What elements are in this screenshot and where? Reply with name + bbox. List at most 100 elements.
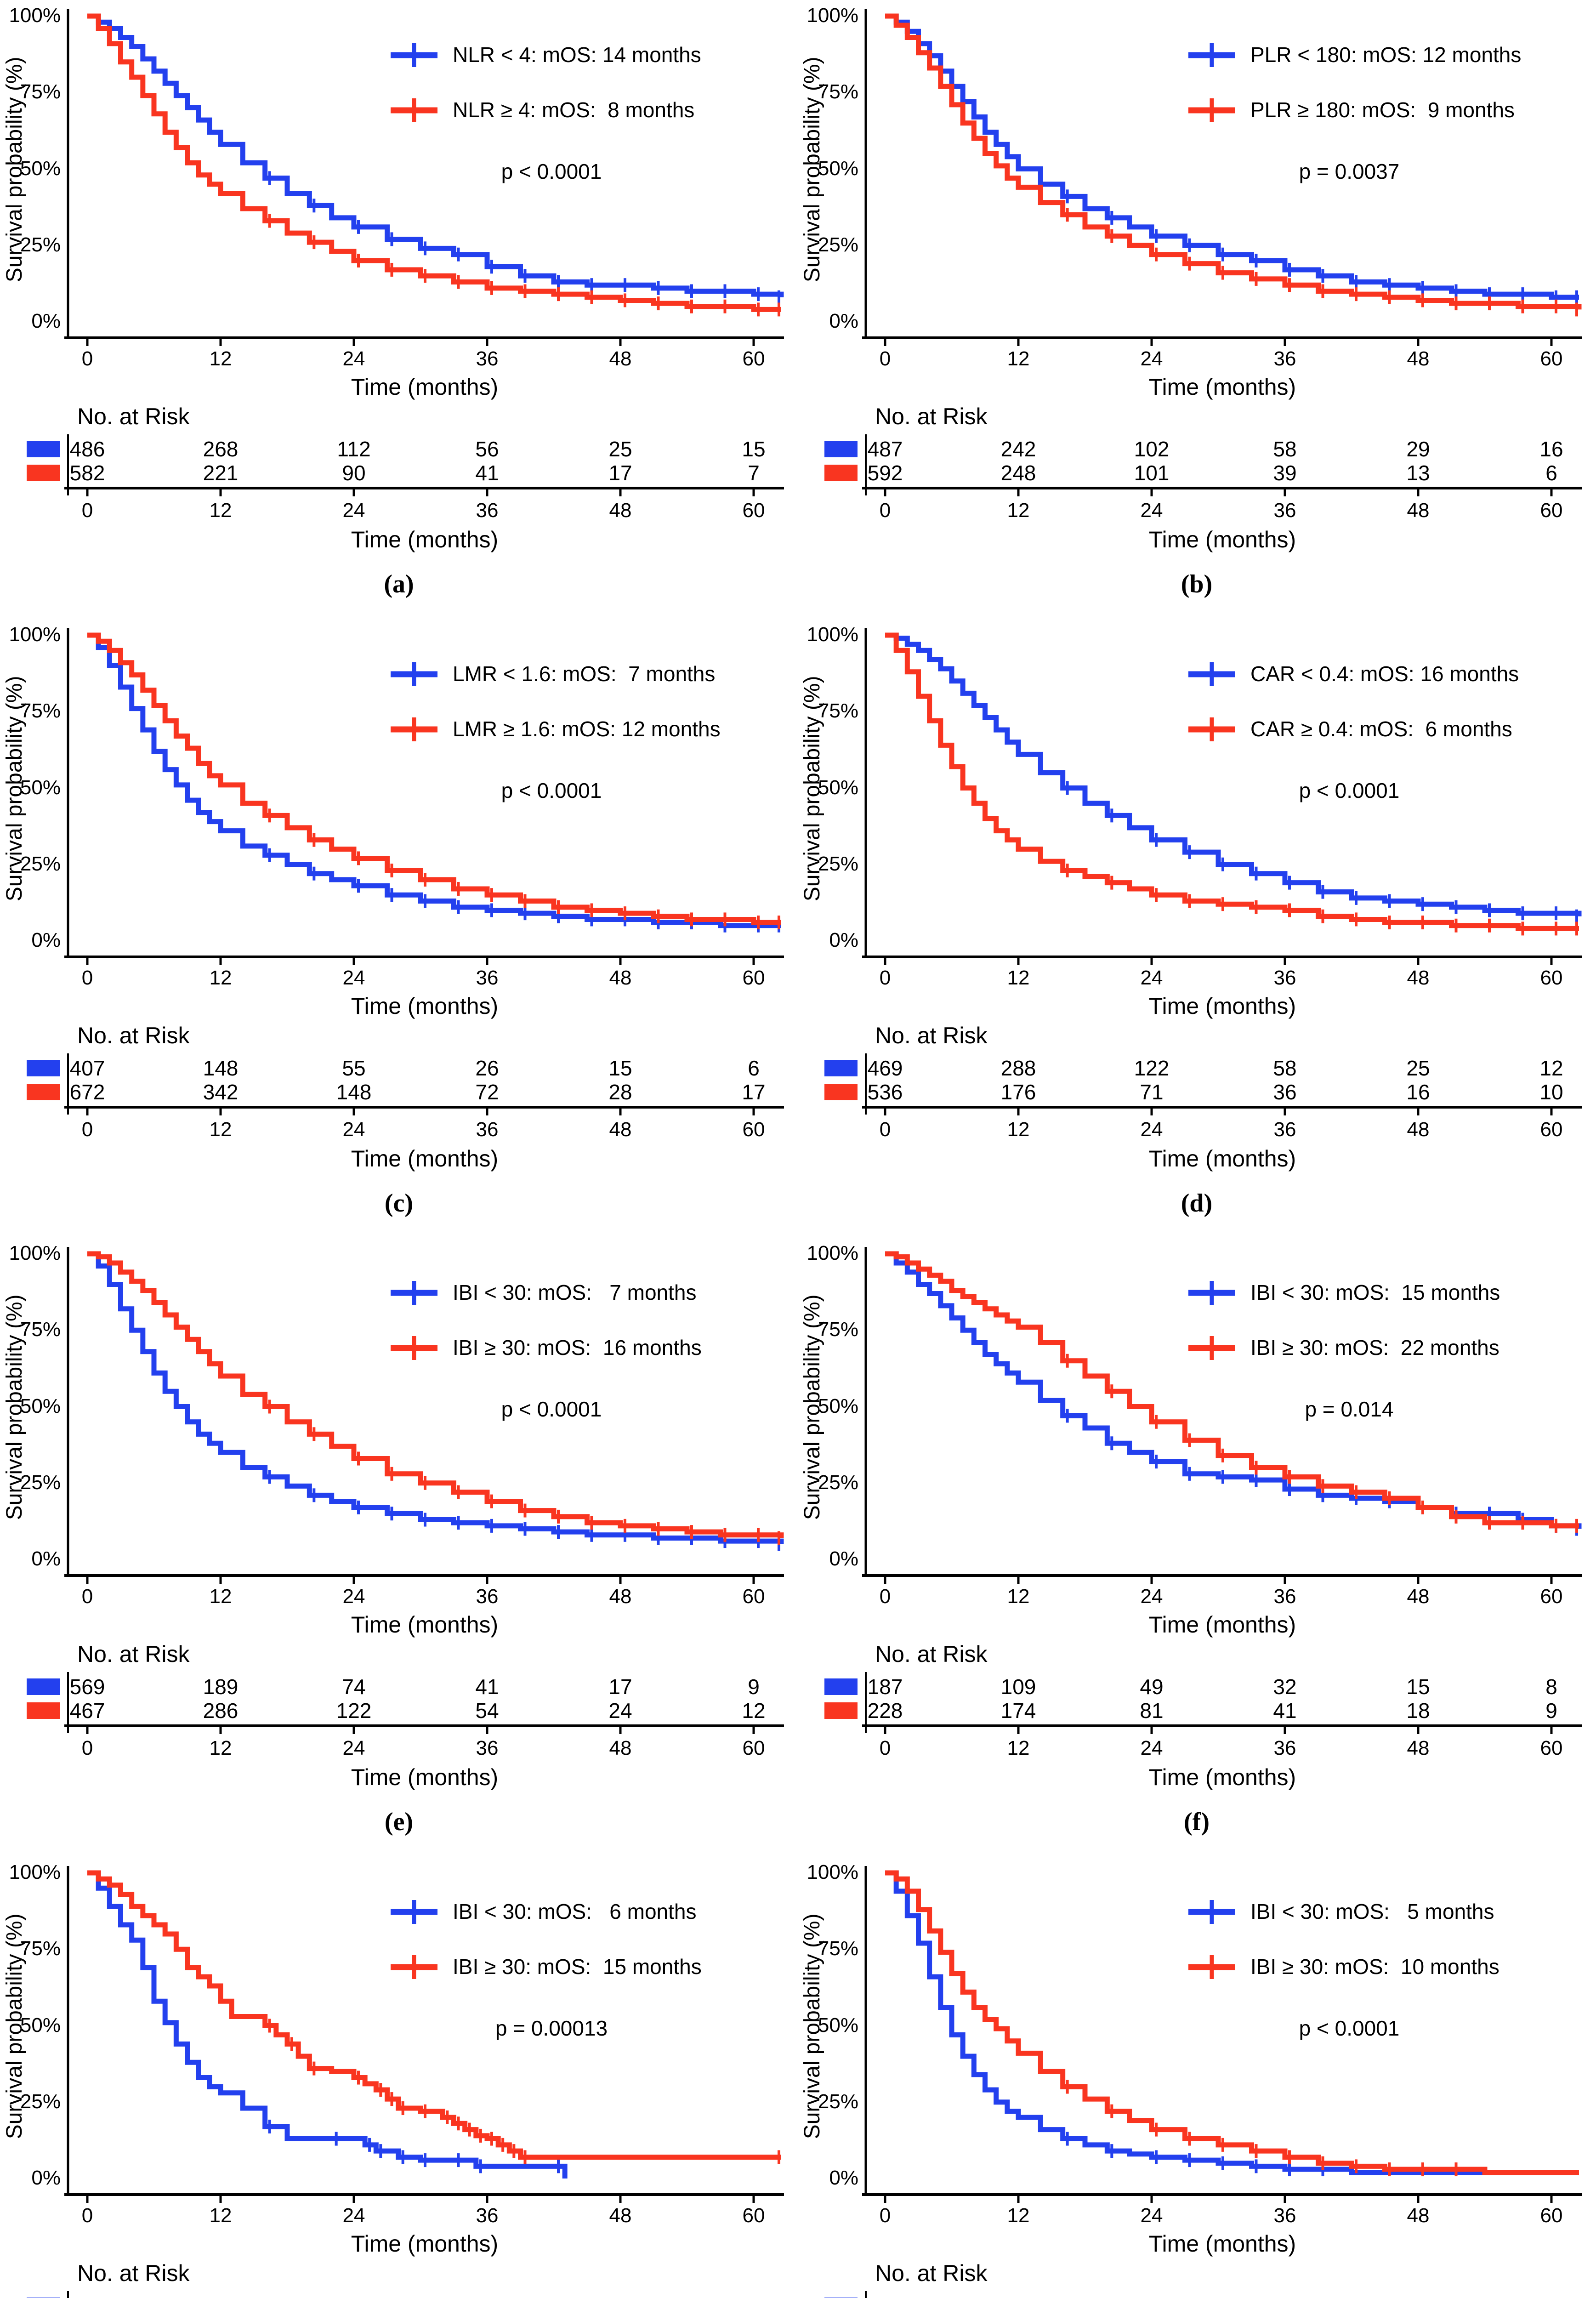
legend-label-red: IBI ≥ 30: mOS: 15 months (453, 1954, 702, 1979)
y-tick-label-75: 75% (20, 80, 61, 103)
x-tick-label: 60 (742, 1737, 765, 1759)
x-tick-label: 48 (1407, 1585, 1430, 1608)
y-tick-label-50: 50% (818, 1395, 858, 1417)
km-panel: Survival probability (%) 100% 75% 50% 25… (798, 0, 1596, 619)
y-tick-label-75: 75% (20, 1318, 61, 1341)
p-value: p < 0.0001 (1299, 2016, 1400, 2040)
x-tick-label: 60 (742, 2204, 765, 2227)
x-tick-label: 24 (342, 1118, 365, 1141)
x-tick-label: 36 (476, 347, 499, 370)
risk-count: 102 (1134, 437, 1170, 461)
x-tick-label: 0 (879, 966, 891, 989)
km-panel: Survival probability (%) 100% 75% 50% 25… (798, 619, 1596, 1238)
legend-label-blue: CAR < 0.4: mOS: 16 months (1250, 661, 1519, 686)
risk-table-title: No. at Risk (77, 404, 190, 429)
risk-count: 16 (1406, 1080, 1430, 1104)
x-tick-label: 60 (1540, 2204, 1563, 2227)
risk-count: 109 (1000, 1675, 1036, 1699)
risk-count: 15 (742, 437, 766, 461)
risk-count: 53 (51, 2294, 124, 2298)
y-tick-label-25: 25% (20, 1471, 61, 1494)
legend-label-red: PLR ≥ 180: mOS: 9 months (1250, 98, 1515, 122)
risk-count: 407 (69, 1056, 105, 1080)
x-tick-label: 12 (209, 499, 232, 522)
p-value: p = 0.014 (1305, 1397, 1394, 1421)
x-tick-label: 24 (342, 966, 365, 989)
km-plot-canvas (824, 9, 1582, 496)
y-tick-label-100: 100% (807, 623, 858, 646)
x-tick-label: 36 (1273, 2204, 1296, 2227)
y-tick-label-75: 75% (818, 1937, 858, 1960)
risk-count: 71 (1140, 1080, 1164, 1104)
risk-count: 18 (1406, 1699, 1430, 1723)
x-axis-title: Time (months) (1148, 374, 1296, 400)
x-tick-label: 0 (879, 1737, 891, 1759)
risk-count: 66 (982, 2294, 1055, 2298)
risk-count: 29 (1406, 437, 1430, 461)
legend-label-blue: LMR < 1.6: mOS: 7 months (453, 661, 716, 686)
risk-count: 7 (1248, 2294, 1322, 2298)
y-tick-label-50: 50% (20, 1395, 61, 1417)
y-tick-label-75: 75% (20, 1937, 61, 1960)
risk-count: 36 (1273, 1080, 1297, 1104)
y-tick-label-0: 0% (829, 2166, 858, 2189)
x-tick-label: 12 (1007, 2204, 1030, 2227)
y-tick-label-50: 50% (818, 157, 858, 180)
risk-count: 58 (1273, 437, 1297, 461)
y-tick-label-50: 50% (20, 776, 61, 799)
risk-count: 268 (203, 437, 239, 461)
risk-table-title: No. at Risk (77, 1022, 190, 1048)
x-tick-label: 0 (879, 1118, 891, 1141)
risk-count: 55 (342, 1056, 366, 1080)
legend-label-blue: IBI < 30: mOS: 15 months (1250, 1280, 1500, 1304)
risk-count: 148 (336, 1080, 372, 1104)
x-tick-label: 36 (1273, 966, 1296, 989)
x-axis-title: Time (months) (1148, 1145, 1296, 1172)
risk-table-title: No. at Risk (77, 2260, 190, 2286)
risk-count: 41 (1273, 1699, 1297, 1723)
x-tick-label: 24 (1140, 1737, 1163, 1759)
risk-count: 17 (742, 1080, 766, 1104)
risk-count: 187 (867, 1675, 903, 1699)
x-tick-label: 36 (476, 499, 499, 522)
legend-label-red: IBI ≥ 30: mOS: 22 months (1250, 1336, 1499, 1359)
x-tick-label: 12 (209, 347, 232, 370)
y-tick-label-75: 75% (20, 699, 61, 722)
km-plot-canvas (27, 1866, 784, 2298)
y-tick-label-75: 75% (818, 80, 858, 103)
p-value: p < 0.0001 (501, 159, 602, 183)
x-tick-label: 48 (609, 1118, 632, 1141)
x-tick-label: 12 (209, 2204, 232, 2227)
x-tick-label: 0 (81, 966, 93, 989)
risk-count: 32 (1273, 1675, 1297, 1699)
y-tick-label-100: 100% (807, 1242, 858, 1264)
x-tick-label: 0 (879, 2204, 891, 2227)
x-tick-label: 48 (1407, 2204, 1430, 2227)
x-axis-title: Time (months) (1148, 2230, 1296, 2257)
km-panel: Survival probability (%) 100% 75% 50% 25… (798, 1857, 1596, 2298)
x-tick-label: 12 (209, 1585, 232, 1608)
x-tick-label: 0 (81, 1585, 93, 1608)
x-tick-label: 60 (1540, 1118, 1563, 1141)
x-tick-label: 48 (609, 347, 632, 370)
x-tick-label: 24 (342, 499, 365, 522)
x-tick-label: 12 (209, 1118, 232, 1141)
risk-count: 469 (867, 1056, 903, 1080)
x-tick-label: 12 (1007, 966, 1030, 989)
risk-count: 15 (1406, 1675, 1430, 1699)
risk-table-title: No. at Risk (875, 404, 988, 429)
y-tick-label-25: 25% (818, 852, 858, 875)
risk-count: 25 (608, 437, 632, 461)
x-axis-title: Time (months) (351, 374, 499, 400)
y-tick-label-100: 100% (9, 623, 61, 646)
risk-count: 6 (1545, 461, 1557, 485)
x-tick-label: 60 (742, 499, 765, 522)
x-tick-label: 48 (1407, 347, 1430, 370)
risk-count: 10 (1539, 1080, 1563, 1104)
x-tick-label: 12 (209, 1737, 232, 1759)
risk-count: 14 (184, 2294, 257, 2298)
x-tick-label: 60 (742, 1585, 765, 1608)
x-tick-label: 24 (1140, 966, 1163, 989)
x-axis-title: Time (months) (351, 1145, 499, 1172)
x-axis-title: Time (months) (351, 1764, 499, 1790)
